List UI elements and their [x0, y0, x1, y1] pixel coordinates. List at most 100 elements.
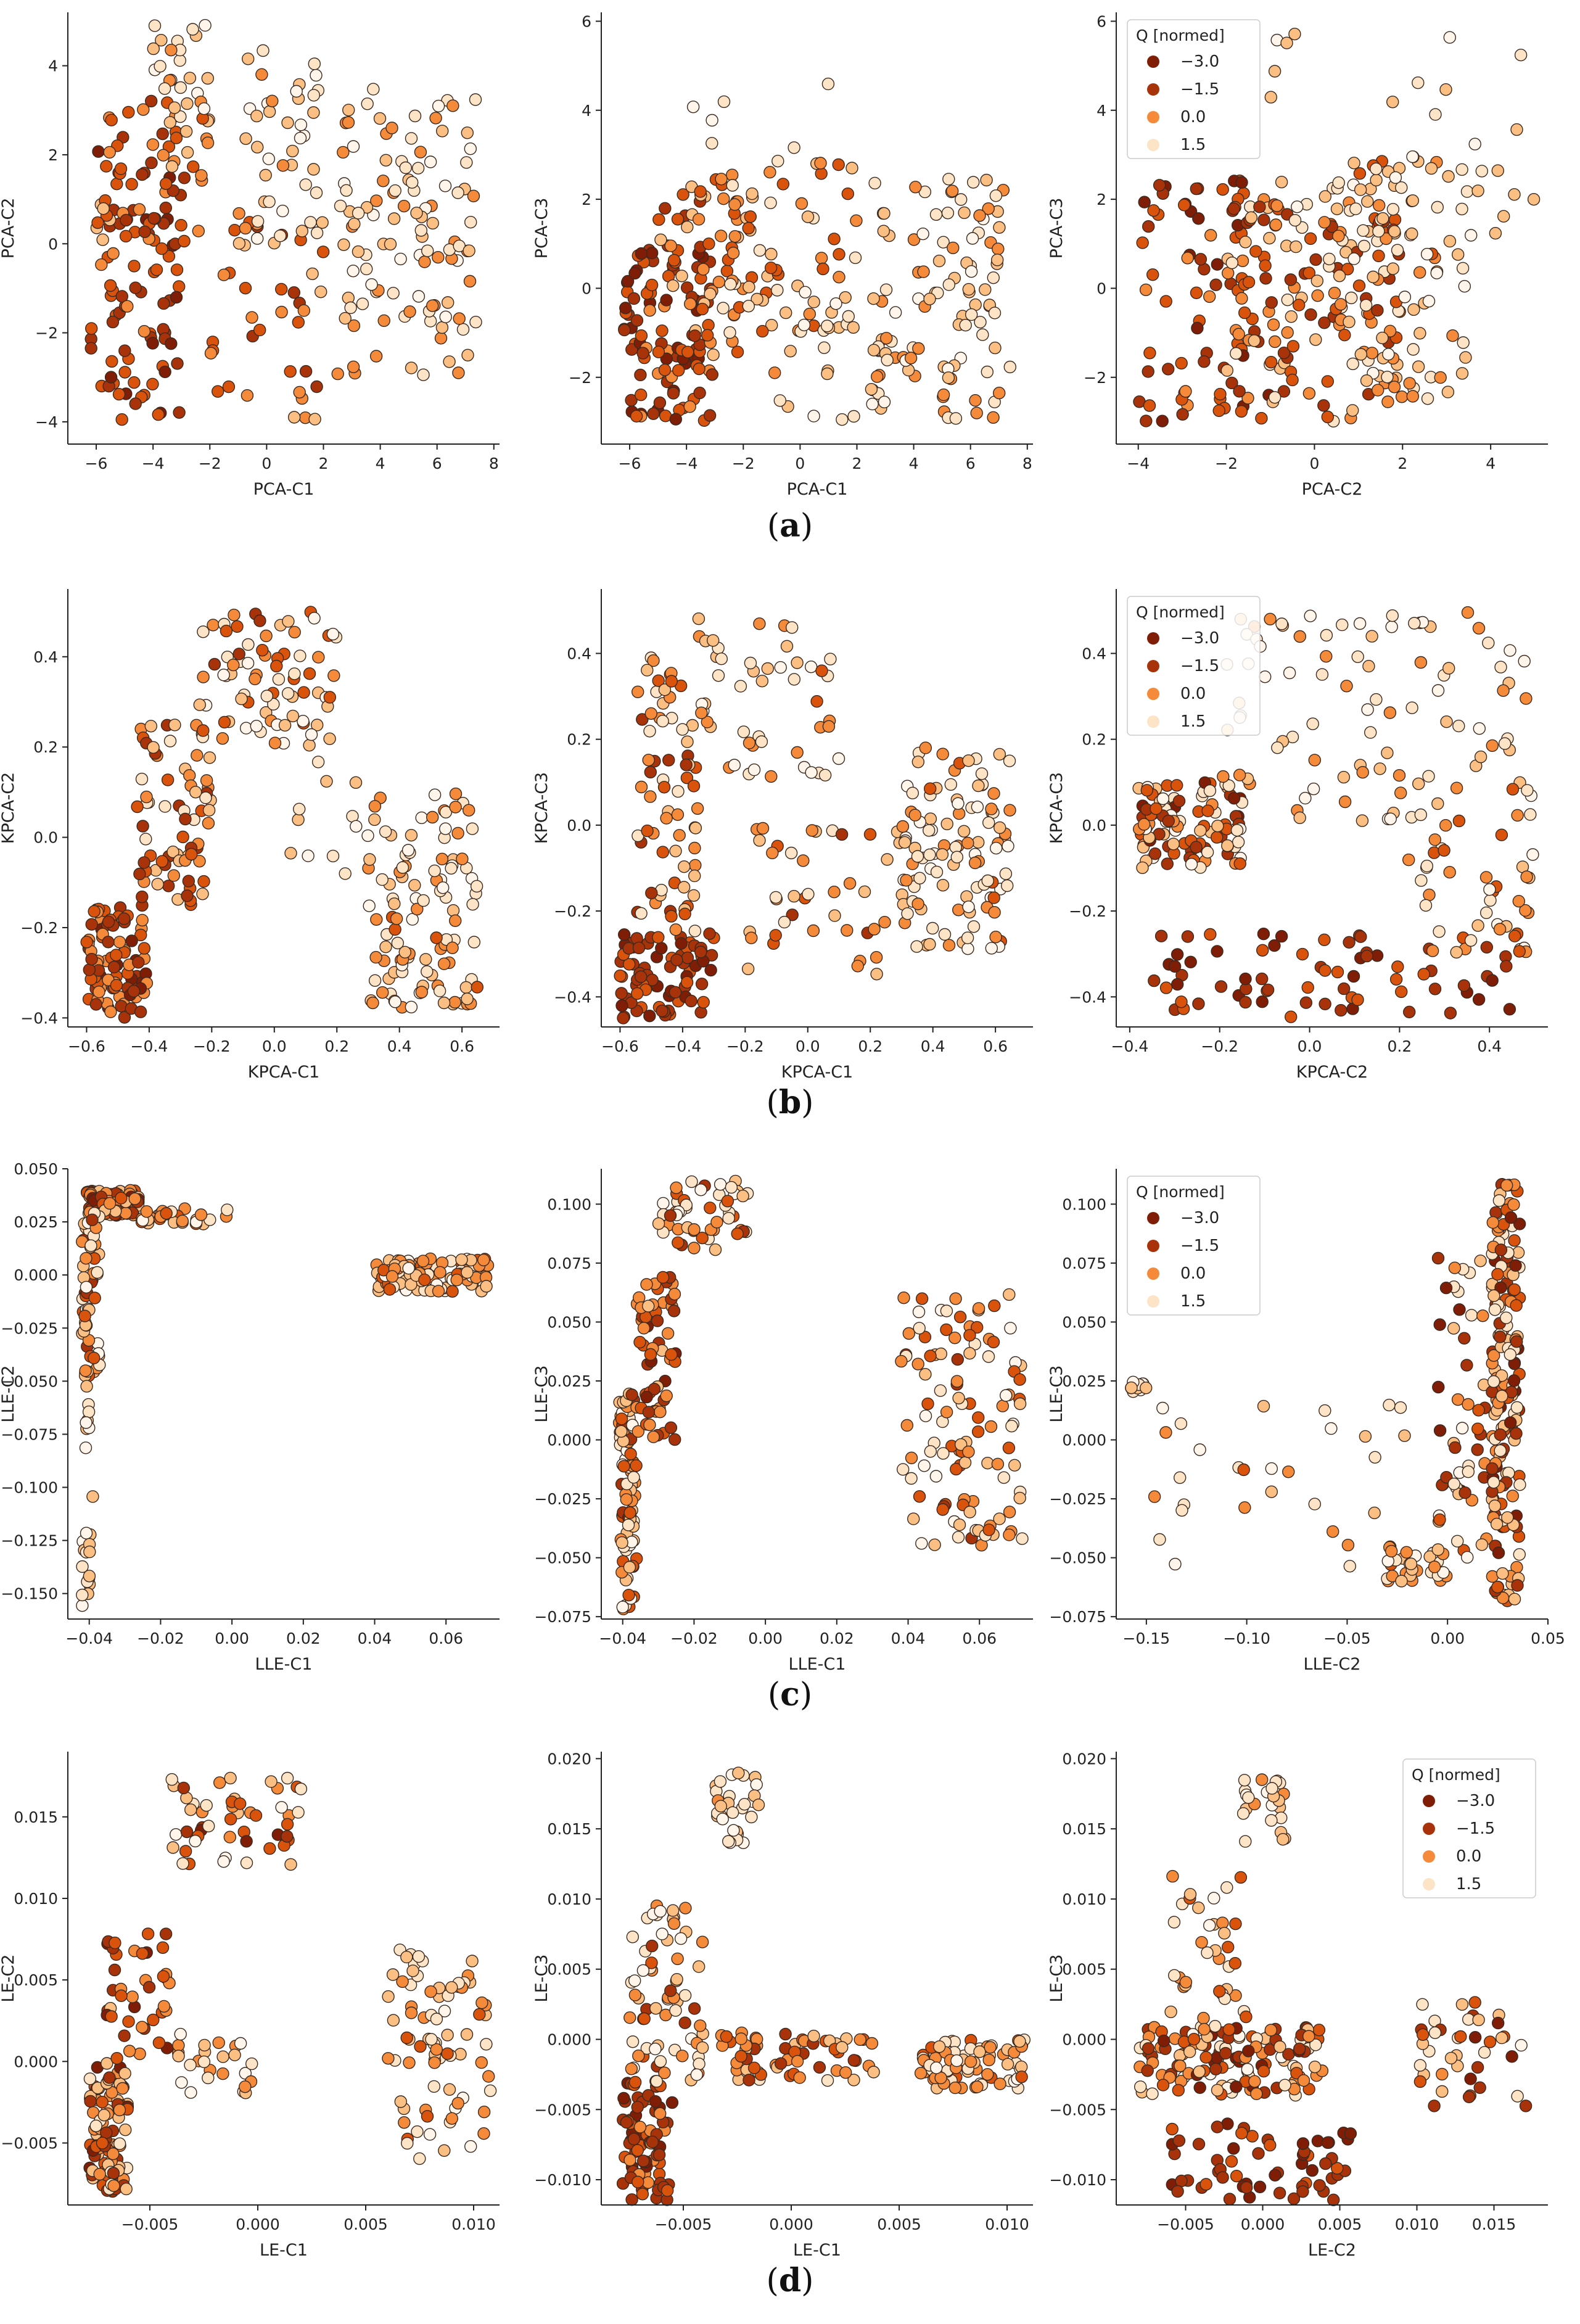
data-point: [1248, 334, 1261, 347]
data-point: [1380, 232, 1393, 245]
data-point: [1257, 927, 1270, 941]
data-point: [418, 1273, 431, 1287]
data-point: [677, 188, 689, 201]
x-tick-label: 0.2: [324, 1037, 349, 1055]
data-point: [656, 324, 669, 337]
data-point: [1486, 1216, 1500, 1229]
data-point: [136, 168, 149, 181]
data-point: [239, 2080, 252, 2093]
data-point: [1245, 211, 1258, 224]
data-point: [159, 201, 172, 215]
data-point: [1460, 1359, 1473, 1372]
data-point: [284, 365, 297, 378]
data-point: [84, 342, 97, 355]
data-point: [292, 1806, 305, 1819]
data-point: [654, 1405, 667, 1419]
data-point: [120, 2182, 133, 2196]
data-point: [275, 1801, 288, 1814]
data-point: [181, 889, 194, 902]
data-point: [712, 276, 726, 289]
data-point: [717, 192, 730, 205]
data-point: [779, 306, 792, 319]
data-point: [1402, 853, 1415, 867]
data-point: [1265, 296, 1278, 309]
data-point: [208, 657, 221, 671]
data-point: [1480, 941, 1494, 954]
chart-panel-c-3: −0.15 −0.10 −0.05 0.00 0.05−0.075−0.050−0.02…: [1047, 1169, 1565, 1674]
data-point: [694, 946, 707, 958]
data-point: [1265, 1782, 1278, 1795]
data-point: [1388, 381, 1401, 394]
legend-marker: [1147, 1240, 1159, 1252]
legend-title: Q [normed]: [1136, 27, 1225, 44]
data-point: [1153, 1533, 1166, 1546]
data-point: [297, 304, 310, 317]
data-point: [645, 278, 659, 292]
data-point: [649, 2042, 662, 2056]
data-point: [1385, 620, 1398, 633]
x-tick-label: −0.005: [1157, 2215, 1214, 2233]
data-point: [1328, 286, 1341, 300]
data-point: [1211, 258, 1224, 271]
data-point: [667, 253, 681, 267]
data-point: [637, 1322, 651, 1335]
data-point: [433, 984, 446, 997]
data-point: [241, 656, 255, 670]
data-point: [1457, 979, 1471, 992]
data-point: [1219, 2046, 1232, 2060]
data-point: [1447, 1322, 1460, 1335]
data-point: [1510, 1299, 1523, 1312]
data-point: [656, 714, 669, 728]
data-point: [1432, 1380, 1445, 1394]
data-point: [1513, 1548, 1526, 1561]
data-point: [722, 1211, 735, 1225]
data-point: [197, 875, 210, 888]
data-point: [1273, 2040, 1286, 2053]
data-point: [697, 263, 710, 276]
data-point: [195, 169, 208, 182]
data-point: [1491, 2016, 1505, 2030]
data-point: [107, 2167, 120, 2180]
data-point: [1142, 2042, 1155, 2055]
data-point: [982, 1523, 995, 1536]
data-point: [253, 323, 266, 337]
data-point: [326, 627, 340, 641]
data-point: [207, 619, 220, 632]
data-point: [198, 2038, 211, 2052]
data-point: [310, 186, 323, 199]
data-point: [940, 1304, 953, 1317]
data-point: [1268, 391, 1282, 404]
data-point: [628, 2075, 642, 2089]
data-point: [110, 979, 123, 992]
data-point: [1167, 1916, 1181, 1929]
data-point: [877, 225, 891, 237]
data-point: [189, 786, 202, 799]
data-point: [464, 2140, 477, 2153]
data-point: [388, 897, 401, 910]
data-point: [788, 889, 800, 903]
data-point: [701, 329, 714, 342]
data-point: [906, 786, 920, 800]
x-tick-label: −0.005: [121, 2215, 179, 2233]
legend-box: [1127, 19, 1261, 159]
data-point: [958, 1456, 972, 1469]
data-point: [1148, 847, 1162, 860]
data-point: [1173, 1471, 1187, 1485]
data-point: [1235, 405, 1248, 418]
data-point: [1503, 1003, 1516, 1016]
data-point: [628, 1988, 642, 2001]
data-point: [1460, 1551, 1474, 1564]
data-point: [863, 828, 877, 841]
data-point: [952, 797, 965, 810]
data-point: [347, 360, 360, 373]
chart-panel-c-2: −0.04 −0.02 0.00 0.02 0.04 0.06−0.075−0.050−0…: [532, 1169, 1033, 1674]
data-point: [113, 2103, 126, 2117]
data-point: [974, 316, 987, 329]
data-point: [376, 986, 389, 999]
x-tick-label: −0.10: [1223, 1630, 1270, 1647]
data-point: [293, 385, 306, 399]
data-point: [847, 410, 860, 423]
data-point: [1495, 2031, 1508, 2045]
data-point: [1414, 808, 1428, 822]
